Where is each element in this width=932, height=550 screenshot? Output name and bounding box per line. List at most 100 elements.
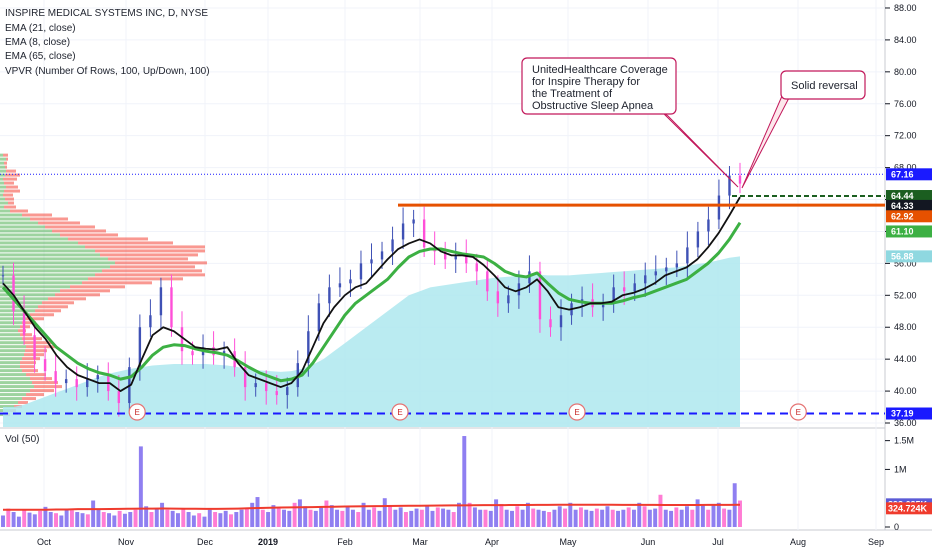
volume-bar xyxy=(716,502,721,527)
volume-bar xyxy=(329,505,334,527)
candle-body xyxy=(254,383,257,388)
legend-title: INSPIRE MEDICAL SYSTEMS INC, D, NYSE xyxy=(5,8,208,19)
volume-bar xyxy=(255,497,260,527)
time-axis[interactable]: Oct Nov Dec 2019 Feb Mar Apr May Jun Jul Aug Sep xyxy=(37,537,884,547)
vpvr-up-bar xyxy=(0,273,95,277)
vpvr-up-bar xyxy=(0,233,60,237)
price-badge-label: 64.44 xyxy=(891,191,914,201)
vpvr-down-bar xyxy=(5,197,14,201)
vpvr-up-bar xyxy=(0,217,30,221)
volume-bar xyxy=(573,509,578,527)
price-badge xyxy=(886,190,932,203)
legend-vol: Vol (50) xyxy=(5,434,39,445)
vpvr-down-bar xyxy=(110,265,195,269)
candle-body xyxy=(612,287,615,304)
vpvr-down-bar xyxy=(22,357,40,361)
volume-bar xyxy=(149,512,154,527)
coverage-line-2: for Inspire Therapy for xyxy=(532,76,640,88)
candle-body xyxy=(22,311,26,336)
price-tick-label: 36.00 xyxy=(894,418,917,428)
vpvr-up-bar xyxy=(0,189,4,193)
volume-bar xyxy=(616,510,621,527)
volume-bar xyxy=(244,508,249,527)
candle-body xyxy=(265,383,268,392)
volume-bar xyxy=(430,510,435,527)
candle-body xyxy=(117,391,121,404)
volume-bar xyxy=(594,508,599,527)
vol-tick-label: 1M xyxy=(894,464,907,474)
vpvr-down-bar xyxy=(32,381,58,385)
volume-bar xyxy=(663,509,668,527)
volume-axis[interactable]: 1.5M1M0393.635K324.724K xyxy=(885,436,932,532)
vpvr-down-bar xyxy=(26,317,44,321)
vpvr-down-bar xyxy=(20,361,36,365)
volume-bar xyxy=(107,513,112,527)
vpvr-down-bar xyxy=(30,389,54,393)
price-tick-label: 40.00 xyxy=(894,386,917,396)
volume-bar xyxy=(414,508,419,527)
vpvr-up-bar xyxy=(0,345,26,349)
price-badge xyxy=(886,210,932,223)
vpvr-down-bar xyxy=(85,245,205,249)
candle-body xyxy=(549,319,552,328)
vpvr-down-bar xyxy=(26,393,44,397)
vpvr-up-bar xyxy=(0,173,5,177)
candle-body xyxy=(170,287,173,328)
vpvr-down-bar xyxy=(10,209,28,213)
candle-body xyxy=(559,315,563,328)
volume-bar xyxy=(38,510,43,527)
volume-bar xyxy=(711,503,716,527)
annotation-coverage[interactable]: UnitedHealthcare Coverage for Inspire Th… xyxy=(521,57,739,188)
vpvr-down-bar xyxy=(38,305,68,309)
volume-bar xyxy=(197,513,202,527)
vpvr-up-bar xyxy=(0,229,52,233)
candle-body xyxy=(644,275,647,284)
volume-bar xyxy=(16,516,21,527)
volume-bar xyxy=(117,510,122,527)
earnings-marker xyxy=(568,403,586,421)
vpvr-up-bar xyxy=(0,237,68,241)
volume-bar xyxy=(467,502,472,527)
vpvr-down-bar xyxy=(20,333,32,337)
vpvr-down-bar xyxy=(52,229,106,233)
volume-bar xyxy=(234,512,239,527)
vpvr-up-bar xyxy=(0,277,88,281)
candle-body xyxy=(96,375,99,380)
candle-body xyxy=(601,303,605,308)
earnings-marker-label: E xyxy=(135,408,140,417)
volume-bar xyxy=(478,509,483,527)
vpvr-up-bar xyxy=(0,377,30,381)
earnings-marker-label: E xyxy=(796,408,801,417)
candle-body xyxy=(370,259,373,264)
ema65-area-fill xyxy=(3,256,740,427)
volume-bar xyxy=(292,502,297,527)
candle-body xyxy=(654,271,657,276)
price-badge-label: 61.10 xyxy=(891,226,914,236)
volume-bar xyxy=(138,446,143,527)
volume-bar xyxy=(552,509,557,527)
vpvr-up-bar xyxy=(0,337,22,341)
price-axis[interactable]: 88.0084.0080.0076.0072.0068.0064.0060.00… xyxy=(885,3,932,428)
volume-bar xyxy=(525,502,530,527)
volume-bar xyxy=(313,510,318,527)
vpvr-down-bar xyxy=(38,221,80,225)
vpvr-up-bar xyxy=(0,329,18,333)
price-tick-label: 48.00 xyxy=(894,322,917,332)
volume-bar xyxy=(451,512,456,527)
price-badge xyxy=(886,250,932,263)
volume-bar xyxy=(488,510,493,527)
volume-bar xyxy=(425,506,430,527)
volume-bar xyxy=(287,510,292,527)
annotation-reversal[interactable]: Solid reversal xyxy=(741,70,866,189)
volume-bar xyxy=(191,515,196,527)
vpvr-up-bar xyxy=(0,161,4,165)
vpvr-up-bar xyxy=(0,181,4,185)
vpvr-down-bar xyxy=(6,185,18,189)
legend-vpvr: VPVR (Number Of Rows, 100, Up/Down, 100) xyxy=(5,66,210,77)
volume-bar xyxy=(297,499,302,527)
vpvr-up-bar xyxy=(0,265,110,269)
volume-bar xyxy=(340,510,345,527)
price-tick-label: 56.00 xyxy=(894,258,917,268)
volume-bar xyxy=(483,509,488,527)
